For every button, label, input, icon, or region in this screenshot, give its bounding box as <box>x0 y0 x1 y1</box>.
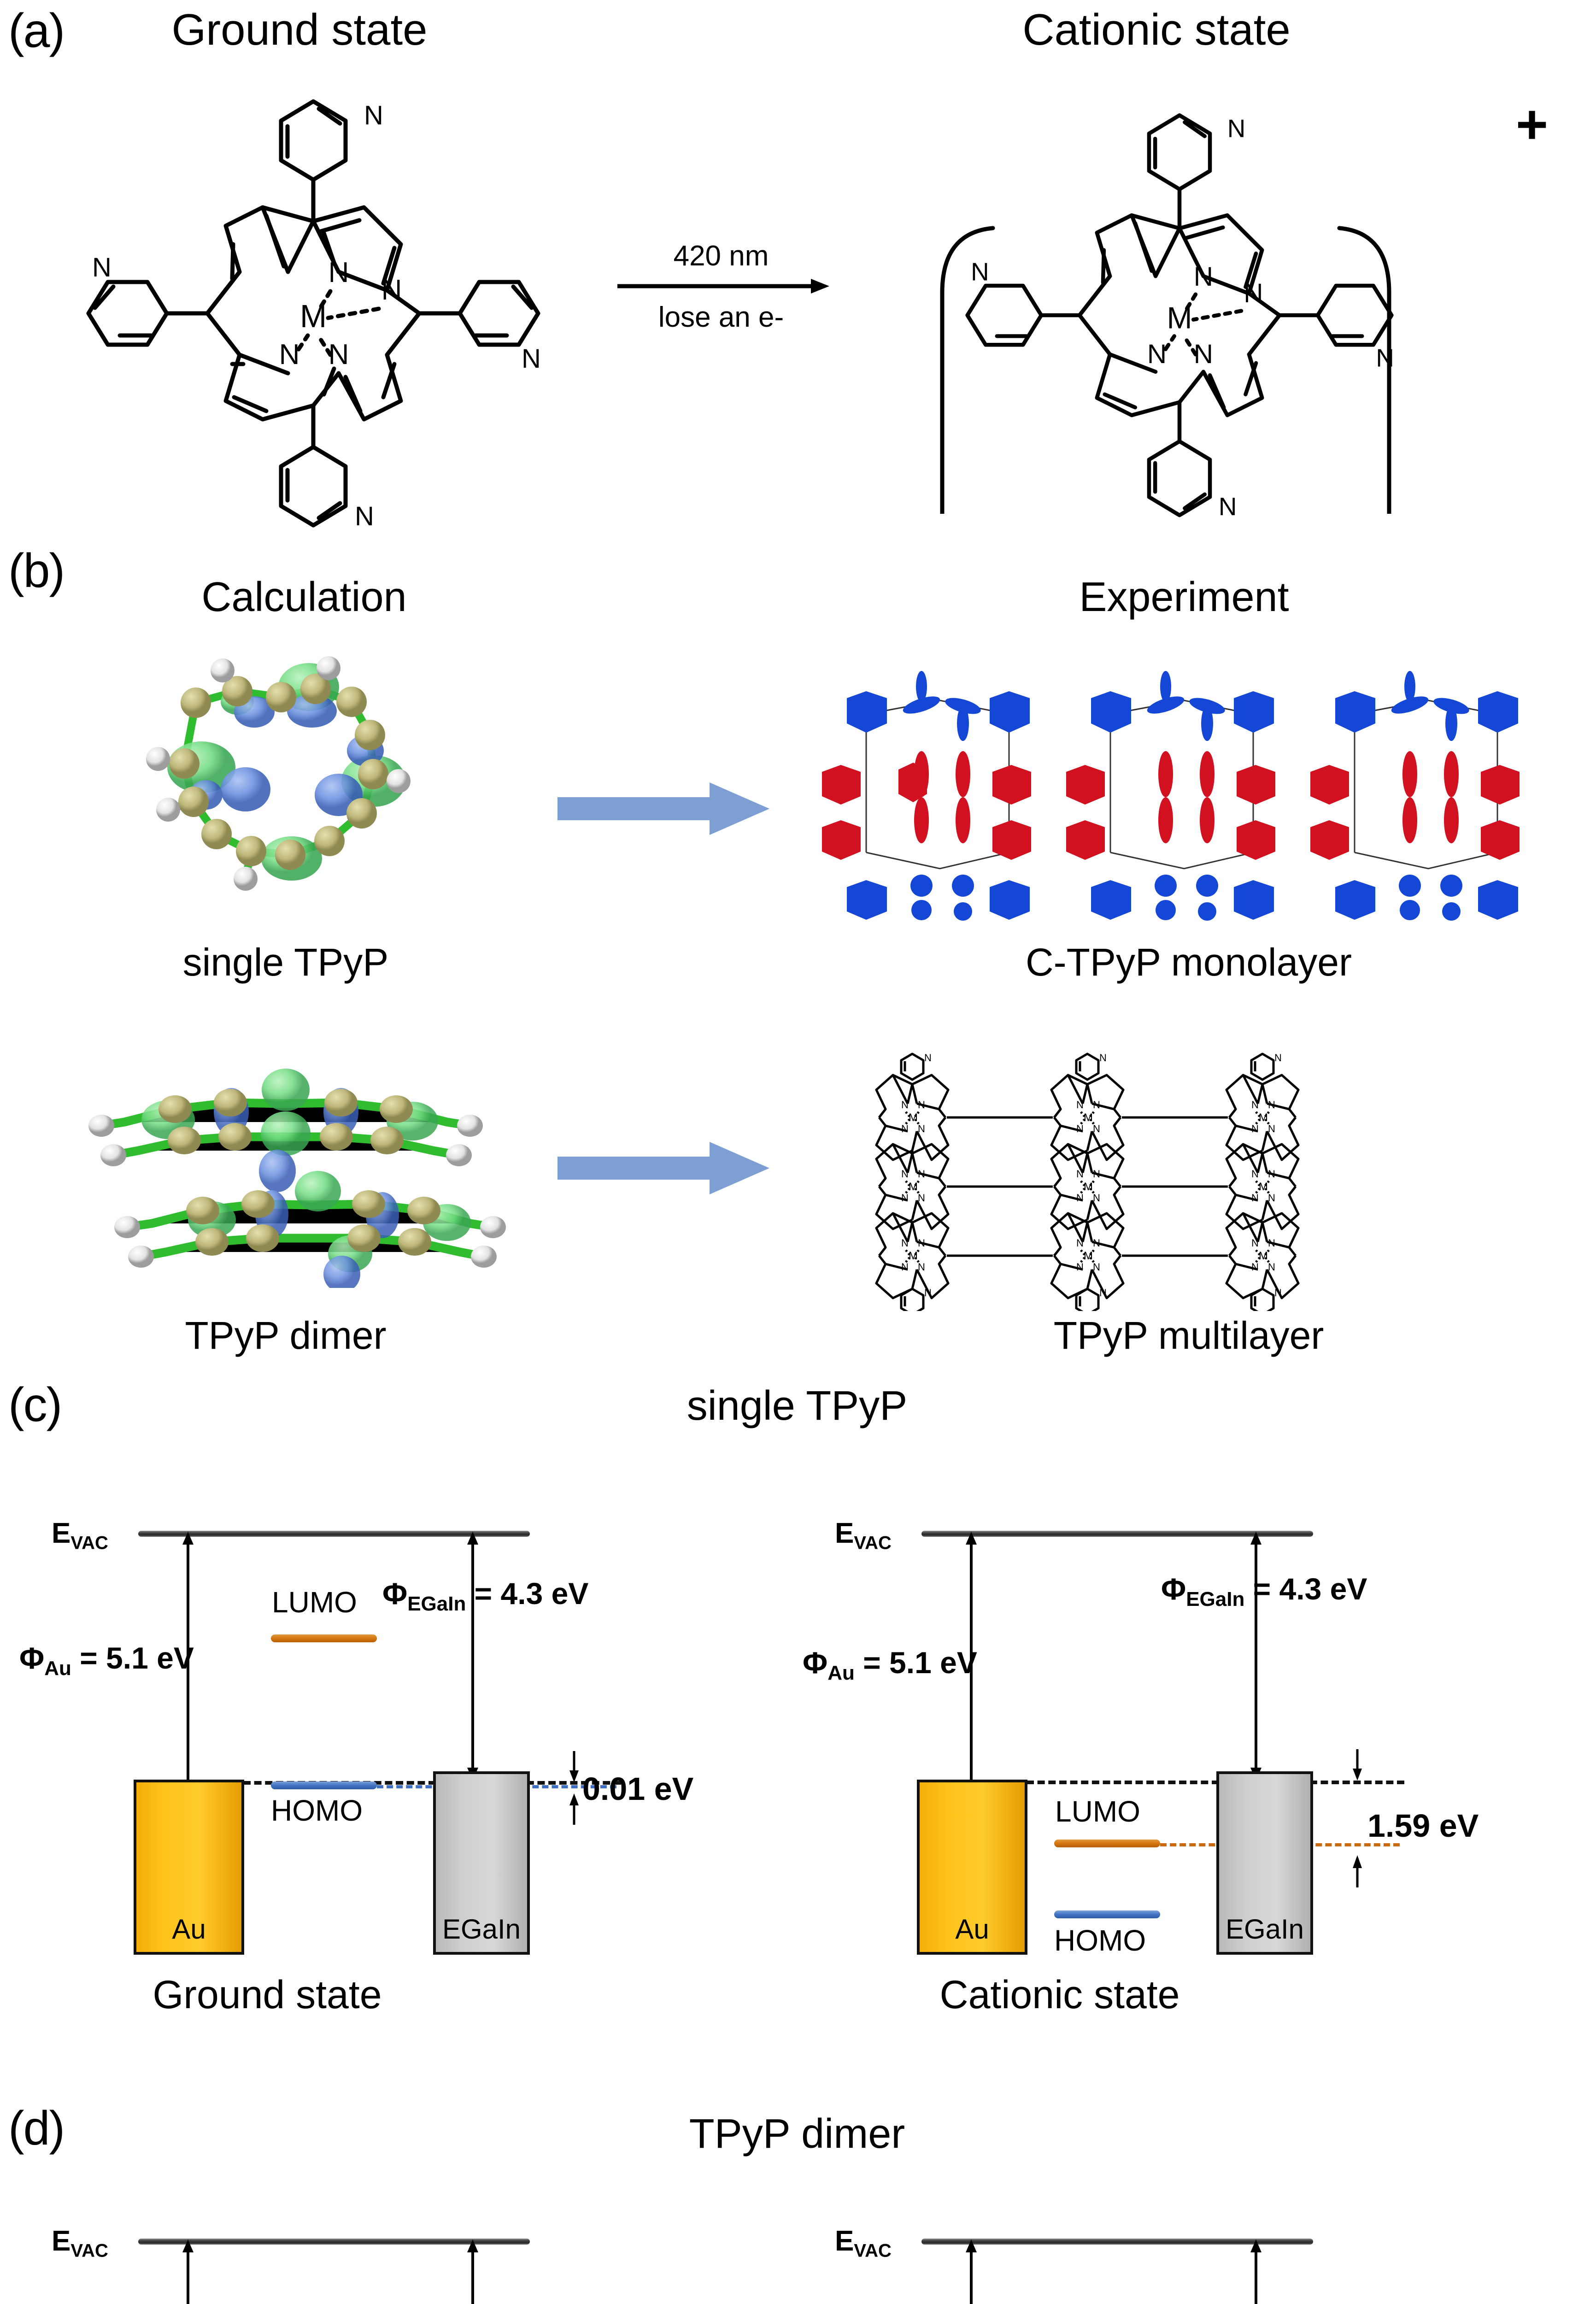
homo-level <box>1054 1910 1160 1918</box>
lumo-level <box>271 1634 377 1642</box>
homo-label: HOMO <box>1054 1923 1146 1957</box>
panel-c-cationic-state-caption: Cationic state <box>908 1972 1212 2018</box>
phi-au-arrow <box>180 2239 196 2304</box>
svg-text:N: N <box>1227 114 1246 142</box>
phi-egain-arrow <box>464 2239 481 2304</box>
panel-c-ground-state-caption: Ground state <box>124 1972 410 2018</box>
au-electrode-label: Au <box>917 1913 1027 1945</box>
svg-text:N: N <box>364 100 383 130</box>
phi-egain-label: ΦEGaIn = 4.3 eV <box>382 1576 588 1616</box>
cationic-state-porphyrin-structure: N N N N M N N N N <box>949 78 1410 539</box>
panel-d-label: (d) <box>8 2101 64 2156</box>
svg-text:N: N <box>92 253 111 282</box>
phi-au-label: ΦAu = 5.1 eV <box>19 1640 194 1680</box>
gap-value-label: 0.01 eV <box>582 1770 693 1807</box>
phi-egain-label: ΦEGaIn = 4.3 eV <box>1161 1571 1367 1611</box>
homo-label: HOMO <box>271 1793 363 1828</box>
reaction-condition-top: 420 nm <box>613 240 829 272</box>
tpyp-dimer-mo-render <box>69 1030 507 1288</box>
panel-d-title: TPyP dimer <box>521 2110 1074 2158</box>
fermi-dashed-line <box>1027 1781 1404 1784</box>
panel-c-title: single TPyP <box>521 1382 1074 1430</box>
arrow-calc-to-exp-row2 <box>557 1138 769 1198</box>
ground-state-porphyrin-structure: N N N N M N N N N <box>69 69 557 544</box>
positive-charge-sign: + <box>1516 97 1548 152</box>
svg-text:N: N <box>279 339 300 370</box>
egain-electrode-label: EGaIn <box>1216 1913 1313 1945</box>
reaction-arrow-group: 420 nm lose an e- <box>613 240 829 334</box>
single-tpyp-mo-render <box>99 643 449 919</box>
gap-arrows <box>565 1751 583 1825</box>
svg-text:N: N <box>355 501 374 531</box>
panel-c-cationic-state-diagram: EVAC ΦAu = 5.1 eV ΦEGaIn = 4.3 eV LUMO H… <box>783 1493 1596 1958</box>
phi-au-label: ΦAu = 5.1 eV <box>803 1645 977 1685</box>
svg-text:N: N <box>381 274 402 306</box>
panel-c-ground-state-diagram: EVAC ΦAu = 5.1 eV ΦEGaIn = 4.3 eV LUMO H… <box>0 1493 792 1958</box>
c-tpyp-monolayer-caption: C-TPyP monolayer <box>958 940 1419 985</box>
tpyp-multilayer-render: N N N N M N <box>825 1034 1534 1311</box>
gap-value-label: 1.59 eV <box>1367 1807 1479 1844</box>
svg-text:N: N <box>1244 278 1263 308</box>
svg-text:N: N <box>1194 262 1213 292</box>
phi-egain-arrow <box>1248 2239 1264 2304</box>
svg-text:N: N <box>1376 343 1394 372</box>
homo-level <box>271 1781 377 1789</box>
gap-arrows <box>1348 1749 1367 1887</box>
panel-d-cationic-state-diagram: NHU EVAC ΦAu = 5.1 eV ΦEGaIn = 4.3 eV LU… <box>783 2203 1596 2304</box>
panel-b-calculation-title: Calculation <box>129 574 479 621</box>
egain-electrode-label: EGaIn <box>433 1913 530 1945</box>
single-tpyp-caption: single TPyP <box>111 940 461 985</box>
tpyp-dimer-caption: TPyP dimer <box>111 1313 461 1358</box>
arrow-calc-to-exp-row1 <box>557 779 769 839</box>
panel-d-ground-state-diagram: EVAC ΦAu = 5.1 eV ΦEGaIn = 4.3 eV LUMO H… <box>0 2203 792 2304</box>
lumo-label: LUMO <box>1055 1794 1140 1828</box>
evac-label: EVAC <box>835 2225 892 2261</box>
panel-c-label: (c) <box>8 1378 61 1433</box>
evac-label: EVAC <box>835 1517 892 1553</box>
panel-a-cationic-state-title: Cationic state <box>995 5 1318 55</box>
au-electrode-label: Au <box>134 1913 244 1945</box>
panel-a-label: (a) <box>8 4 64 59</box>
svg-text:N: N <box>1219 492 1237 521</box>
svg-text:N: N <box>329 257 349 288</box>
c-tpyp-monolayer-render <box>811 659 1548 926</box>
tpyp-multilayer-caption: TPyP multilayer <box>958 1313 1419 1358</box>
svg-text:N: N <box>522 344 541 374</box>
lumo-label: LUMO <box>272 1585 357 1619</box>
reaction-arrow-icon <box>613 277 829 295</box>
svg-text:N: N <box>971 258 989 286</box>
lumo-level <box>1054 1840 1160 1847</box>
panel-b-label: (b) <box>8 544 64 599</box>
reaction-condition-bottom: lose an e- <box>613 301 829 334</box>
phi-egain-arrow <box>1248 1532 1264 1781</box>
phi-egain-arrow <box>464 1532 481 1781</box>
evac-label: EVAC <box>52 2225 108 2261</box>
phi-au-arrow <box>963 2239 980 2304</box>
evac-label: EVAC <box>52 1517 108 1553</box>
panel-a-ground-state-title: Ground state <box>138 5 461 55</box>
svg-text:N: N <box>1147 339 1167 369</box>
panel-b-experiment-title: Experiment <box>977 574 1391 621</box>
